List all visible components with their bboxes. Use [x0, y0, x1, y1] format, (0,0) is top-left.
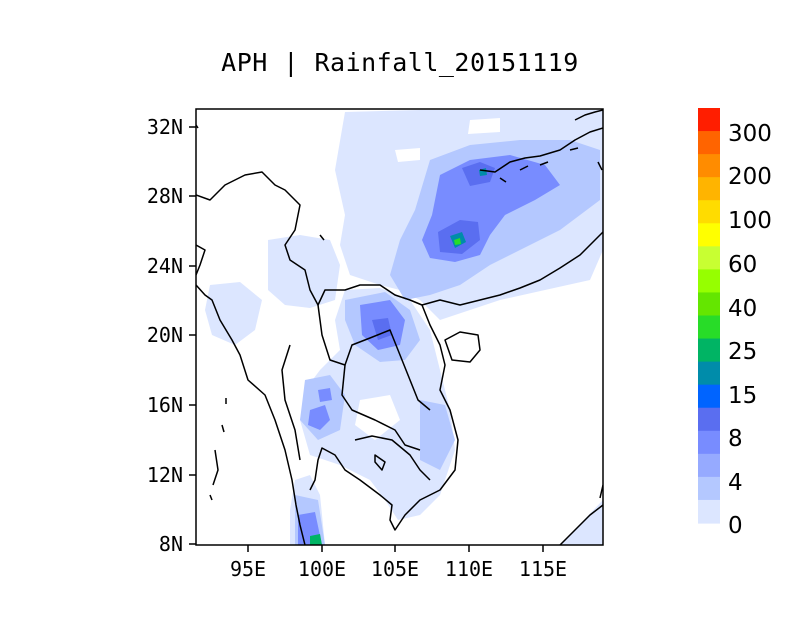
- colorbar-label: 40: [728, 296, 757, 322]
- lat-tick-label: 12N: [147, 463, 183, 487]
- colorbar-label: 300: [728, 121, 772, 147]
- lon-tick-label: 115E: [519, 557, 567, 581]
- rainfall-white-holes: [355, 118, 500, 440]
- colorbar-swatches: [698, 108, 720, 524]
- colorbar-swatch: [698, 223, 720, 247]
- colorbar-swatch: [698, 269, 720, 294]
- colorbar-swatch: [698, 200, 720, 224]
- colorbar-swatch: [698, 499, 720, 524]
- map-plot-area: [196, 109, 603, 545]
- colorbar-swatch: [698, 292, 720, 317]
- lat-tick-label: 8N: [159, 532, 183, 556]
- colorbar-swatch: [698, 407, 720, 432]
- colorbar-swatch: [698, 315, 720, 340]
- latitude-axis: 32N 28N 24N 20N 16N 12N 8N: [147, 115, 196, 556]
- colorbar-label: 15: [728, 383, 757, 409]
- colorbar-swatch: [698, 177, 720, 201]
- colorbar-label: 0: [728, 513, 743, 539]
- lat-tick-label: 24N: [147, 254, 183, 278]
- colorbar-swatch: [698, 108, 720, 132]
- colorbar-swatch: [698, 361, 720, 386]
- colorbar-swatch: [698, 338, 720, 363]
- lat-tick-label: 20N: [147, 323, 183, 347]
- colorbar-label: 8: [728, 426, 743, 452]
- lon-tick-label: 100E: [298, 557, 346, 581]
- colorbar-swatch: [698, 131, 720, 155]
- colorbar-legend: 300 200 100 60 40 25 15 8 4 0: [698, 108, 772, 539]
- colorbar-label: 25: [728, 339, 757, 365]
- lon-tick-label: 95E: [230, 557, 266, 581]
- colorbar-swatch: [698, 154, 720, 178]
- lat-tick-label: 28N: [147, 184, 183, 208]
- colorbar-swatch: [698, 246, 720, 270]
- colorbar-swatch: [698, 384, 720, 409]
- colorbar-swatch: [698, 430, 720, 455]
- colorbar-label: 4: [728, 470, 743, 496]
- colorbar-swatch: [698, 476, 720, 501]
- colorbar-label: 200: [728, 164, 772, 190]
- longitude-axis: 95E 100E 105E 110E 115E: [230, 545, 567, 581]
- colorbar-label: 100: [728, 208, 772, 234]
- coastline-and-borders: [196, 109, 603, 545]
- lat-tick-label: 16N: [147, 393, 183, 417]
- map-frame: [195, 108, 604, 546]
- lon-tick-label: 110E: [445, 557, 493, 581]
- map-title: APH | Rainfall_20151119: [221, 48, 579, 77]
- lat-tick-label: 32N: [147, 115, 183, 139]
- lon-tick-label: 105E: [371, 557, 419, 581]
- colorbar-label: 60: [728, 252, 757, 278]
- colorbar-swatch: [698, 453, 720, 478]
